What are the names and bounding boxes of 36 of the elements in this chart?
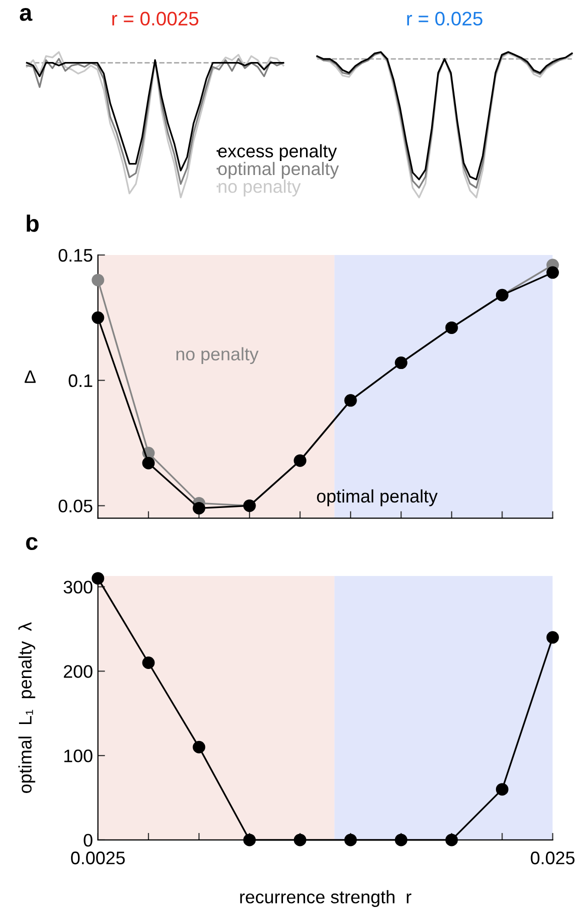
point <box>92 311 104 324</box>
series-label: optimal penalty <box>316 489 438 506</box>
x-tick-label: 0.025 <box>530 852 575 864</box>
y-tick-label: 300 <box>64 580 92 594</box>
point <box>192 502 206 514</box>
y-axis-title: Δ <box>24 370 36 383</box>
x-tick-label: 0.0025 <box>71 852 125 864</box>
y-tick-label: 100 <box>64 750 92 762</box>
legend-label: optimal penalty <box>218 162 339 179</box>
legend-label: excess penalty <box>218 144 337 162</box>
point <box>192 740 206 754</box>
y-tick-label: 0.15 <box>58 248 92 262</box>
text: no penalty <box>176 347 259 364</box>
point <box>243 834 256 846</box>
point <box>294 834 306 846</box>
y-tick-label: 0.1 <box>68 374 92 388</box>
point <box>92 572 104 585</box>
text: c <box>26 537 38 550</box>
point <box>344 834 357 846</box>
x-axis-title: recurrence strength r <box>240 890 412 907</box>
chart-title: r = 0.025 <box>407 12 482 26</box>
point <box>546 631 559 644</box>
point <box>496 783 508 796</box>
point <box>92 274 104 286</box>
y-axis-title: optimal L₁ penalty λ <box>18 622 36 793</box>
point <box>394 834 408 846</box>
text: a <box>20 8 32 21</box>
text: b <box>26 214 39 232</box>
y-tick-label: 0.05 <box>58 500 92 512</box>
point <box>142 456 155 470</box>
y-tick-label: 0 <box>84 834 92 847</box>
chart-title: r = 0.0025 <box>112 12 198 26</box>
point <box>142 656 155 669</box>
point <box>546 266 559 279</box>
y-tick-label: 200 <box>64 665 92 678</box>
point <box>445 834 458 846</box>
